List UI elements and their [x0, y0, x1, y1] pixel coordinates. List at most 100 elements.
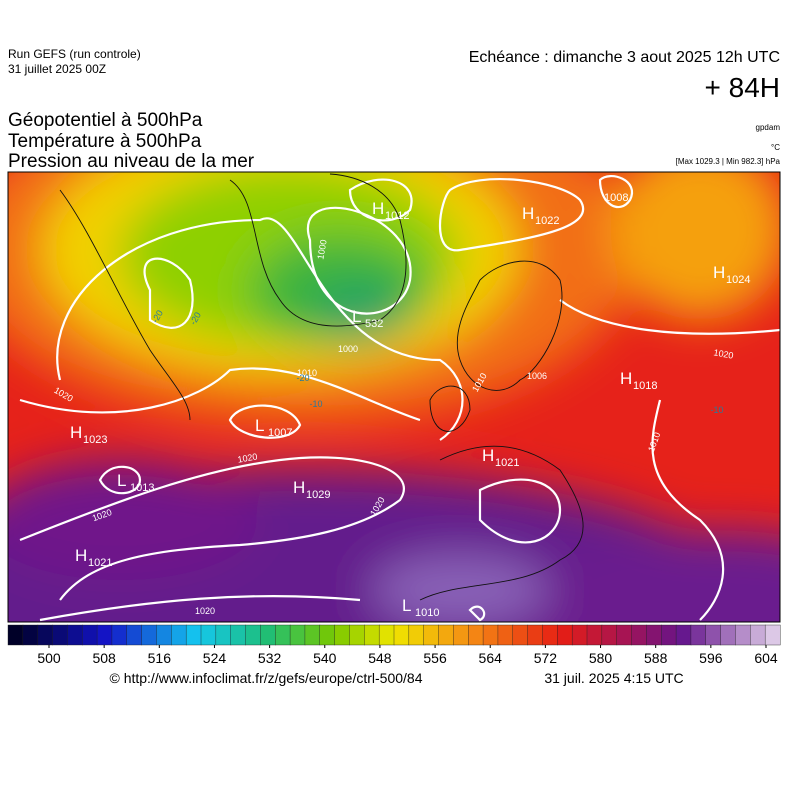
colorbar-swatch [646, 624, 662, 646]
center-value: 1021 [495, 457, 519, 469]
center-value: 1029 [306, 489, 330, 501]
title: Géopotentiel à 500hPa [8, 110, 203, 131]
colorbar-swatch [408, 624, 425, 646]
colorbar-swatch [675, 624, 692, 646]
colorbar-swatch [289, 624, 306, 646]
colorbar-swatch [230, 624, 247, 646]
colorbar-tick-label: 532 [258, 650, 282, 666]
colorbar-swatch [156, 624, 172, 646]
colorbar-swatch [616, 624, 633, 646]
center-value: 532 [365, 318, 383, 330]
colorbar-swatch [764, 624, 781, 646]
colorbar-swatch [631, 624, 647, 646]
map-frame [7, 171, 781, 623]
colorbar-swatch [200, 624, 217, 646]
colorbar-tick-label: 500 [37, 650, 61, 666]
colorbar-swatch [82, 624, 98, 646]
unit: [Max 1029.3 | Min 982.3] hPa [676, 157, 781, 166]
center-letter: H [293, 478, 305, 497]
colorbar-swatch [453, 624, 469, 646]
center-value: 1024 [726, 274, 750, 286]
title: Température à 500hPa [8, 131, 202, 152]
colorbar-tick-label: 548 [368, 650, 392, 666]
colorbar-swatch [260, 624, 276, 646]
colorbar-swatch [586, 624, 603, 646]
center-value: 1022 [535, 215, 559, 227]
center-letter: H [70, 423, 82, 442]
colorbar-swatch [126, 624, 143, 646]
isobars [19, 175, 780, 622]
colorbar-tick-label: 516 [148, 650, 172, 666]
isobar-label: 1020 [713, 347, 734, 360]
colorbar-swatch [96, 624, 113, 646]
center-value: 1007 [268, 427, 292, 439]
center-value: 1021 [88, 557, 112, 569]
center-value: 1018 [633, 380, 657, 392]
run-date: 31 juillet 2025 00Z [8, 62, 106, 76]
colorbar-tick-label: 564 [479, 650, 503, 666]
colorbar-tick-label: 596 [699, 650, 723, 666]
colorbar: 500 508 516 524 532 540 548 556 564 572 580 588 596 6… [7, 624, 781, 666]
colorbar-swatch [67, 624, 83, 646]
colorbar-swatch [378, 624, 395, 646]
colorbar-swatch [22, 624, 39, 646]
colorbar-swatch [482, 624, 499, 646]
colorbar-tick-label: 556 [423, 650, 447, 666]
colorbar-tick-label: 588 [644, 650, 668, 666]
colorbar-swatch [364, 624, 380, 646]
colorbar-swatch [557, 624, 573, 646]
center-letter: L [255, 416, 264, 435]
unit: °C [771, 143, 780, 152]
colorbar-swatch [527, 624, 543, 646]
center-letter: H [482, 446, 494, 465]
isobar-label: 1020 [237, 451, 258, 464]
isobar-label: 1000 [338, 344, 358, 354]
run: Run GEFS (run controle) [8, 47, 141, 61]
isobar-label: 1010 [297, 368, 317, 378]
center-letter: H [522, 204, 534, 223]
colorbar-swatch [334, 624, 350, 646]
unit: gpdam [756, 123, 781, 132]
colorbar-swatch [111, 624, 128, 646]
colorbar-swatch [52, 624, 68, 646]
colorbar-swatch [720, 624, 736, 646]
timestamp: 31 juil. 2025 4:15 UTC [544, 670, 683, 686]
colorbar-tick-label: 508 [92, 650, 116, 666]
colorbar-swatch [735, 624, 751, 646]
colorbar-swatch [438, 624, 454, 646]
colorbar-swatch [690, 624, 707, 646]
center-value: 1012 [385, 210, 409, 222]
colorbar-swatch [542, 624, 558, 646]
center-letter: H [372, 199, 384, 218]
colorbar-swatch [245, 624, 261, 646]
isobar-label: 1006 [527, 371, 547, 381]
colorbar-tick-label: 604 [754, 650, 778, 666]
colorbar-swatch [37, 624, 54, 646]
colorbar-tick-label: 524 [203, 650, 227, 666]
center-value: 1010 [415, 607, 439, 619]
center-letter: L [402, 596, 411, 615]
colorbar-swatch [393, 624, 410, 646]
valid-time: Echéance : dimanche 3 aout 2025 12h UTC [469, 49, 780, 66]
colorbar-swatch [661, 624, 677, 646]
colorbar-swatch [601, 624, 618, 646]
colorbar-swatch [349, 624, 365, 646]
center-letter: H [620, 369, 632, 388]
temperature-label: -10 [710, 405, 723, 415]
colorbar-tick-label: 572 [534, 650, 558, 666]
colorbar-swatch [141, 624, 157, 646]
colorbar-swatch [7, 624, 24, 646]
center-letter: L [352, 307, 361, 326]
center-letter: H [713, 263, 725, 282]
colorbar-swatch [705, 624, 722, 646]
lead-time: + 84H [705, 72, 781, 103]
colorbar-swatch [275, 624, 291, 646]
source-url: © http://www.infoclimat.fr/z/gefs/europe… [109, 670, 422, 686]
colorbar-swatch [304, 624, 321, 646]
coastlines [59, 173, 584, 601]
isobar-label: 1000 [315, 239, 328, 260]
map [8, 172, 780, 622]
center-letter: H [75, 546, 87, 565]
colorbar-swatch [468, 624, 484, 646]
